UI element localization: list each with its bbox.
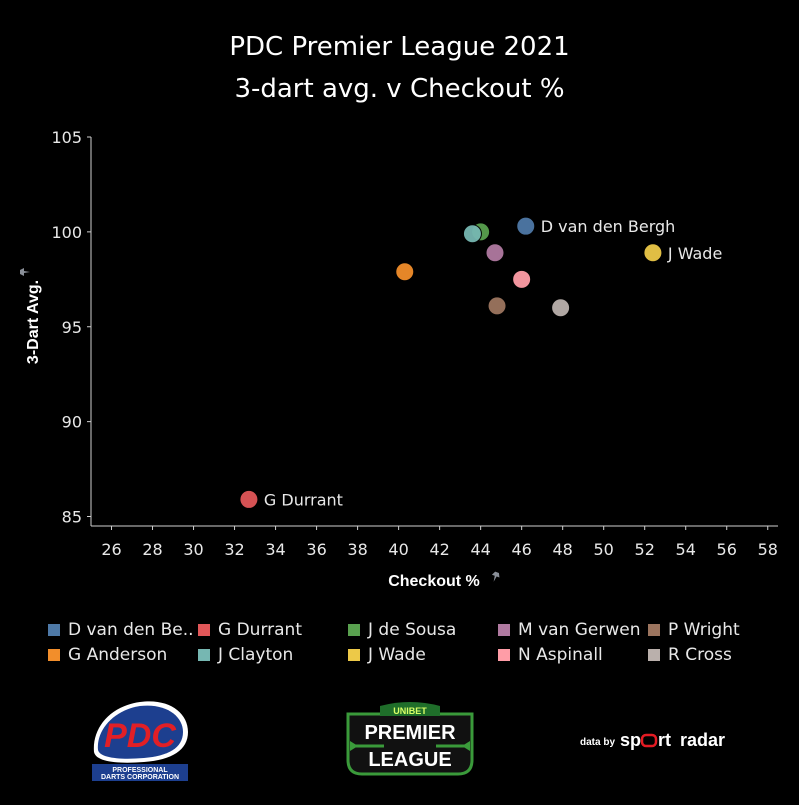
legend-swatch bbox=[48, 649, 60, 661]
chart-title: PDC Premier League 2021 bbox=[229, 32, 570, 62]
legend-item[interactable]: J de Sousa bbox=[348, 620, 456, 640]
dart-right-icon bbox=[436, 741, 470, 751]
x-tick-label: 54 bbox=[676, 540, 696, 559]
data-point[interactable] bbox=[487, 296, 507, 316]
legend-item[interactable]: J Wade bbox=[348, 645, 426, 665]
data-label: J Wade bbox=[667, 244, 722, 263]
data-point[interactable] bbox=[643, 243, 663, 263]
x-tick-label: 26 bbox=[101, 540, 121, 559]
data-point[interactable] bbox=[462, 224, 482, 244]
sportradar-brand-a: sp bbox=[620, 730, 641, 750]
legend-item[interactable]: G Anderson bbox=[48, 645, 167, 665]
legend-label: G Durrant bbox=[218, 620, 302, 640]
x-tick-label: 30 bbox=[183, 540, 203, 559]
legend-swatch bbox=[498, 649, 510, 661]
pl-top: UNIBET bbox=[393, 706, 427, 716]
legend-swatch bbox=[648, 649, 660, 661]
legend-label: P Wright bbox=[668, 620, 740, 640]
sportradar-brand-b: rt bbox=[658, 730, 671, 750]
legend-label: J Wade bbox=[368, 645, 426, 665]
x-axis-label: Checkout % bbox=[388, 573, 480, 590]
y-tick-label: 100 bbox=[51, 223, 82, 242]
dart-left-icon bbox=[350, 741, 384, 751]
x-tick-label: 40 bbox=[388, 540, 408, 559]
y-axis-label-group: 3-Dart Avg. bbox=[20, 268, 42, 364]
legend-label: D van den Be.. bbox=[68, 620, 194, 640]
scatter-plot: 85 90 95 100 105 26 28 30 32 34 36 38 40 42 44 46 48 50 52… bbox=[20, 128, 778, 590]
data-label: G Durrant bbox=[264, 490, 343, 509]
legend-swatch bbox=[498, 624, 510, 636]
pdc-line2: DARTS CORPORATION bbox=[101, 774, 179, 781]
legend-swatch bbox=[648, 624, 660, 636]
x-tick-label: 28 bbox=[142, 540, 162, 559]
x-tick-label: 50 bbox=[594, 540, 614, 559]
y-axis-label: 3-Dart Avg. bbox=[25, 280, 42, 364]
legend-label: R Cross bbox=[668, 645, 732, 665]
legend-swatch bbox=[198, 649, 210, 661]
data-point[interactable] bbox=[551, 298, 571, 318]
pin-icon[interactable] bbox=[490, 571, 501, 583]
pdc-logo: PDC PROFESSIONAL DARTS CORPORATION bbox=[92, 701, 188, 781]
data-point[interactable] bbox=[516, 216, 536, 236]
data-point[interactable] bbox=[239, 489, 259, 509]
pl-line1: PREMIER bbox=[364, 722, 456, 744]
sportradar-brand-c: radar bbox=[680, 730, 725, 750]
legend-label: M van Gerwen bbox=[518, 620, 641, 640]
legend-item[interactable]: J Clayton bbox=[198, 645, 293, 665]
x-tick-label: 46 bbox=[511, 540, 531, 559]
y-tick-label: 90 bbox=[62, 413, 82, 432]
x-tick-label: 36 bbox=[306, 540, 326, 559]
pin-icon[interactable] bbox=[20, 268, 30, 276]
legend-swatch bbox=[198, 624, 210, 636]
data-points: D van den Bergh G Durrant J Wade bbox=[239, 216, 722, 509]
pdc-line1: PROFESSIONAL bbox=[112, 767, 168, 774]
legend-item[interactable]: M van Gerwen bbox=[498, 620, 641, 640]
legend-swatch bbox=[48, 624, 60, 636]
legend-item[interactable]: P Wright bbox=[648, 620, 740, 640]
sportradar-logo: data by sp rt radar bbox=[580, 730, 725, 750]
x-tick-label: 56 bbox=[717, 540, 737, 559]
legend-item[interactable]: N Aspinall bbox=[498, 645, 603, 665]
legend-label: J Clayton bbox=[218, 645, 294, 665]
legend-swatch bbox=[348, 649, 360, 661]
y-tick-label: 85 bbox=[62, 508, 82, 527]
legend-item[interactable]: D van den Be.. bbox=[48, 620, 194, 640]
legend-swatch bbox=[348, 624, 360, 636]
sportradar-prefix: data by bbox=[580, 737, 615, 748]
sportradar-o-icon bbox=[640, 733, 658, 748]
x-tick-label: 48 bbox=[552, 540, 572, 559]
pdc-mark: PDC bbox=[104, 717, 176, 755]
legend-item[interactable]: R Cross bbox=[648, 645, 732, 665]
chart-subtitle: 3-dart avg. v Checkout % bbox=[234, 74, 565, 104]
x-tick-label: 32 bbox=[224, 540, 244, 559]
y-tick-label: 95 bbox=[62, 318, 82, 337]
axes: 85 90 95 100 105 26 28 30 32 34 36 38 40 42 44 46 48 50 52… bbox=[51, 128, 778, 559]
legend-label: J de Sousa bbox=[368, 620, 457, 640]
x-tick-label: 42 bbox=[429, 540, 449, 559]
data-label: D van den Bergh bbox=[541, 217, 676, 236]
x-tick-label: 58 bbox=[758, 540, 778, 559]
x-tick-label: 34 bbox=[265, 540, 285, 559]
legend-label: N Aspinall bbox=[518, 645, 603, 665]
x-tick-label: 38 bbox=[347, 540, 367, 559]
data-point[interactable] bbox=[512, 269, 532, 289]
x-tick-label: 52 bbox=[635, 540, 655, 559]
pl-line2: LEAGUE bbox=[368, 749, 451, 771]
y-tick-label: 105 bbox=[51, 128, 82, 147]
legend-item[interactable]: G Durrant bbox=[198, 620, 302, 640]
premier-league-logo: UNIBET PREMIER LEAGUE bbox=[346, 702, 474, 776]
legend-label: G Anderson bbox=[68, 645, 168, 665]
data-point[interactable] bbox=[485, 243, 505, 263]
data-point[interactable] bbox=[395, 262, 415, 282]
x-axis-label-group: Checkout % bbox=[388, 571, 501, 590]
x-tick-label: 44 bbox=[470, 540, 490, 559]
